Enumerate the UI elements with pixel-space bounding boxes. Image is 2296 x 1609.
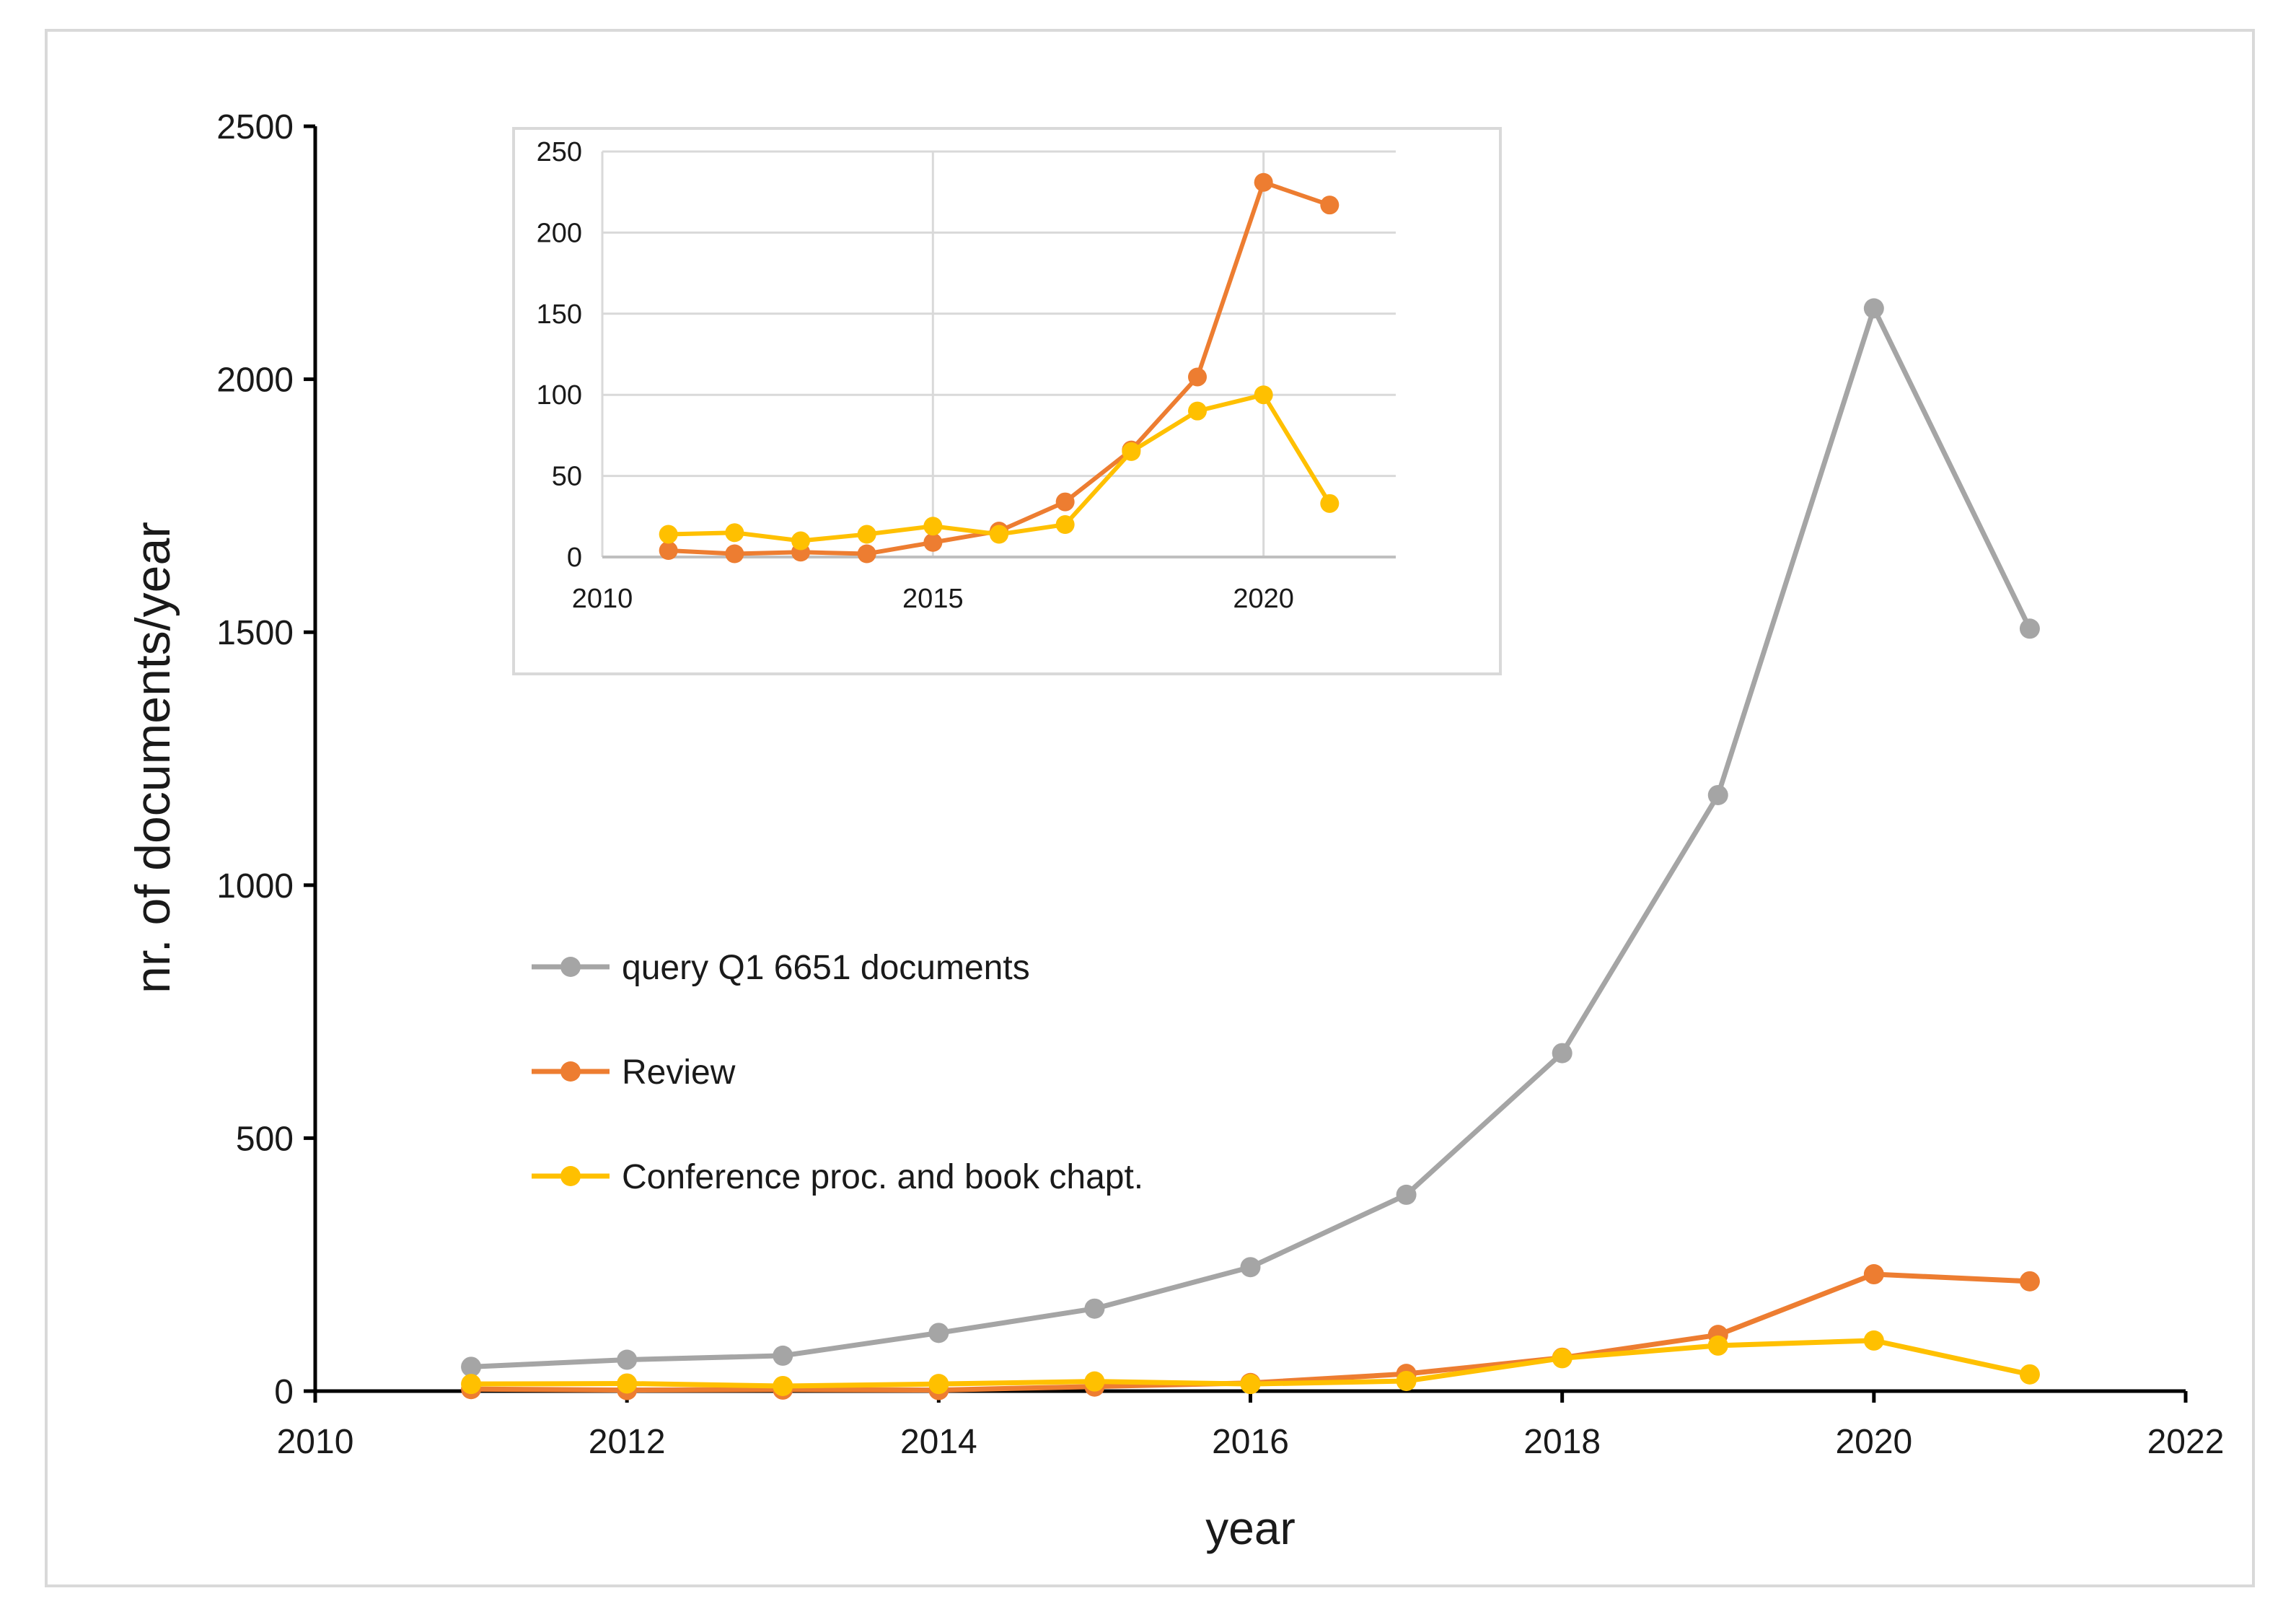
main-series-line-review xyxy=(471,1271,2031,1393)
main-x-tick-label: 2020 xyxy=(1835,1423,1912,1461)
main-point-conference-proc-and-book-chapt xyxy=(1396,1370,1417,1391)
inset-x-tick-label: 2015 xyxy=(902,584,964,614)
inset-point-conference-proc-and-book-chapt xyxy=(990,525,1008,544)
inset-y-tick-label: 200 xyxy=(537,218,582,248)
inset-point-review xyxy=(1055,492,1075,512)
legend-swatch-marker xyxy=(560,957,581,977)
legend-label-review: Review xyxy=(622,1053,736,1092)
main-point-review xyxy=(1863,1264,1884,1285)
inset-x-tick-label: 2010 xyxy=(572,584,633,614)
main-y-tick-label: 1000 xyxy=(216,867,294,906)
main-point-query-q1-6651-documents xyxy=(1707,784,1728,805)
legend-label-query-q1-6651-documents: query Q1 6651 documents xyxy=(622,949,1030,987)
inset-point-conference-proc-and-book-chapt xyxy=(923,517,943,536)
inset-point-conference-proc-and-book-chapt xyxy=(791,531,810,551)
main-point-query-q1-6651-documents xyxy=(773,1345,793,1366)
inset-point-conference-proc-and-book-chapt xyxy=(1055,515,1075,535)
inset-y-tick-label: 0 xyxy=(567,543,582,573)
inset-point-conference-proc-and-book-chapt xyxy=(857,525,876,544)
main-x-axis-title: year xyxy=(1205,1502,1296,1554)
main-point-query-q1-6651-documents xyxy=(617,1349,638,1370)
inset-point-conference-proc-and-book-chapt xyxy=(1254,385,1273,405)
chart-frame xyxy=(45,29,2255,1587)
main-point-review xyxy=(2019,1271,2040,1292)
main-y-tick-label: 0 xyxy=(274,1373,294,1411)
inset-point-conference-proc-and-book-chapt xyxy=(1188,401,1207,421)
main-point-query-q1-6651-documents xyxy=(1396,1184,1417,1205)
main-x-tick-label: 2010 xyxy=(277,1423,354,1461)
main-y-tick-label: 2500 xyxy=(216,108,294,146)
inset-point-review xyxy=(1320,196,1340,215)
main-x-tick-label: 2014 xyxy=(900,1423,977,1461)
inset-point-review xyxy=(923,532,943,552)
inset-point-review xyxy=(659,541,678,561)
main-x-tick-label: 2016 xyxy=(1212,1423,1289,1461)
inset-point-conference-proc-and-book-chapt xyxy=(1122,442,1141,461)
main-point-query-q1-6651-documents xyxy=(1863,298,1884,319)
inset-point-conference-proc-and-book-chapt xyxy=(725,523,744,543)
legend-swatch-marker xyxy=(560,1166,581,1186)
main-point-conference-proc-and-book-chapt xyxy=(773,1375,793,1396)
inset-point-conference-proc-and-book-chapt xyxy=(1320,494,1340,513)
main-point-query-q1-6651-documents xyxy=(928,1323,949,1343)
legend-label-conference-proc-and-book-chapt: Conference proc. and book chapt. xyxy=(622,1158,1143,1196)
inset-y-tick-label: 250 xyxy=(537,137,582,167)
main-point-conference-proc-and-book-chapt xyxy=(928,1374,949,1395)
main-point-conference-proc-and-book-chapt xyxy=(1552,1348,1573,1369)
main-point-conference-proc-and-book-chapt xyxy=(617,1373,638,1394)
main-point-conference-proc-and-book-chapt xyxy=(1240,1374,1261,1395)
main-y-axis-title: nr. of documents/year xyxy=(126,522,180,994)
legend-swatch-marker xyxy=(560,1061,581,1082)
main-point-conference-proc-and-book-chapt xyxy=(1084,1371,1105,1392)
main-point-query-q1-6651-documents xyxy=(1084,1298,1105,1319)
inset-point-review xyxy=(857,544,876,564)
main-x-tick-label: 2012 xyxy=(589,1423,666,1461)
inset-y-tick-label: 50 xyxy=(552,462,582,492)
main-point-conference-proc-and-book-chapt xyxy=(2019,1364,2040,1385)
main-point-conference-proc-and-book-chapt xyxy=(1707,1335,1728,1356)
inset-point-review xyxy=(1254,172,1273,192)
main-y-tick-label: 1500 xyxy=(216,614,294,652)
inset-y-tick-label: 100 xyxy=(537,380,582,411)
main-x-tick-label: 2018 xyxy=(1523,1423,1601,1461)
inset-frame xyxy=(512,127,1502,675)
inset-y-tick-label: 150 xyxy=(537,299,582,330)
inset-x-tick-label: 2020 xyxy=(1233,584,1294,614)
main-point-query-q1-6651-documents xyxy=(1240,1257,1261,1278)
main-point-query-q1-6651-documents xyxy=(461,1356,482,1377)
inset-point-review xyxy=(725,544,744,564)
main-point-query-q1-6651-documents xyxy=(2019,618,2040,639)
inset-point-conference-proc-and-book-chapt xyxy=(659,525,678,544)
inset-point-review xyxy=(1188,367,1207,387)
main-y-tick-label: 500 xyxy=(236,1120,294,1158)
main-point-conference-proc-and-book-chapt xyxy=(1863,1330,1884,1351)
main-point-conference-proc-and-book-chapt xyxy=(461,1374,482,1395)
main-x-tick-label: 2022 xyxy=(2147,1423,2225,1461)
main-point-query-q1-6651-documents xyxy=(1552,1043,1573,1064)
main-y-tick-label: 2000 xyxy=(216,361,294,400)
